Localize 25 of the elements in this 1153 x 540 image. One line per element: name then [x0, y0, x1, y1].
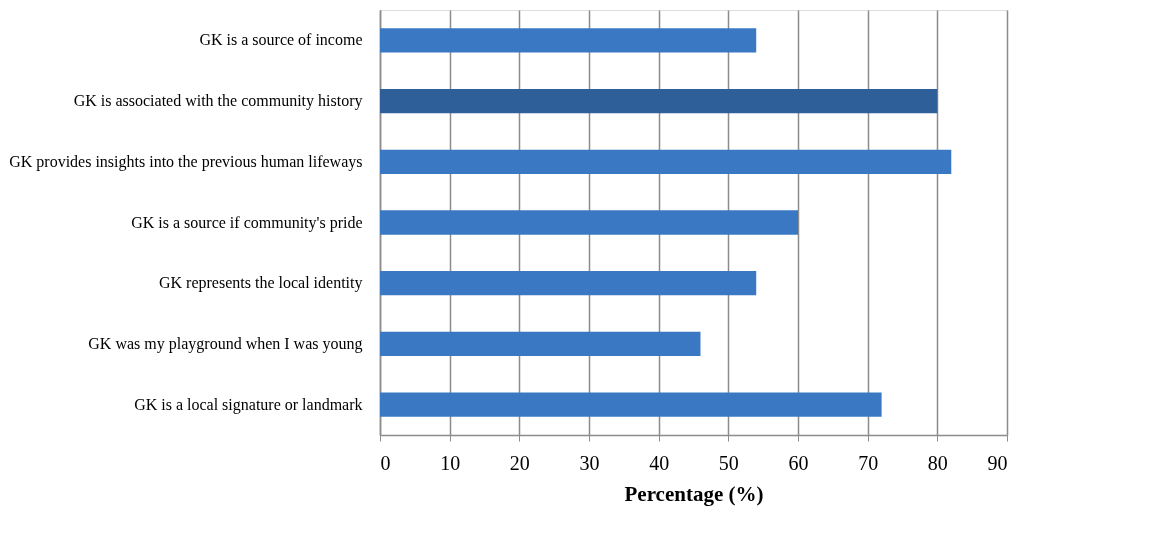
x-axis-title: Percentage (%)	[624, 481, 764, 506]
bar	[380, 331, 701, 357]
y-tick-label: GK is a source of income	[199, 31, 363, 49]
bar	[380, 28, 757, 53]
x-tick-label: 80	[927, 451, 948, 474]
bar	[380, 88, 938, 114]
y-tick-label: GK represents the local identity	[159, 274, 363, 293]
bar	[380, 271, 757, 296]
x-tick-label: 0	[380, 451, 391, 474]
bar	[380, 149, 952, 174]
x-tick-label: 70	[858, 451, 879, 474]
x-tick-label: 90	[987, 451, 1008, 474]
y-tick-label: GK is a source if community's pride	[131, 213, 363, 232]
bar	[380, 392, 882, 417]
x-tick-label: 20	[509, 451, 530, 474]
x-tick-label: 60	[788, 451, 809, 474]
y-tick-label: GK is associated with the community history	[73, 92, 363, 111]
y-tick-label: GK was my playground when I was young	[88, 334, 363, 353]
x-tick-label: 40	[649, 451, 670, 474]
x-tick-label: 50	[718, 451, 739, 474]
y-tick-label: GK is a local signature or landmark	[134, 395, 363, 414]
y-tick-label: GK provides insights into the previous human lifeways	[9, 152, 363, 171]
bar	[380, 210, 798, 235]
x-tick-label: 10	[440, 451, 461, 474]
x-tick-label: 30	[579, 451, 600, 474]
